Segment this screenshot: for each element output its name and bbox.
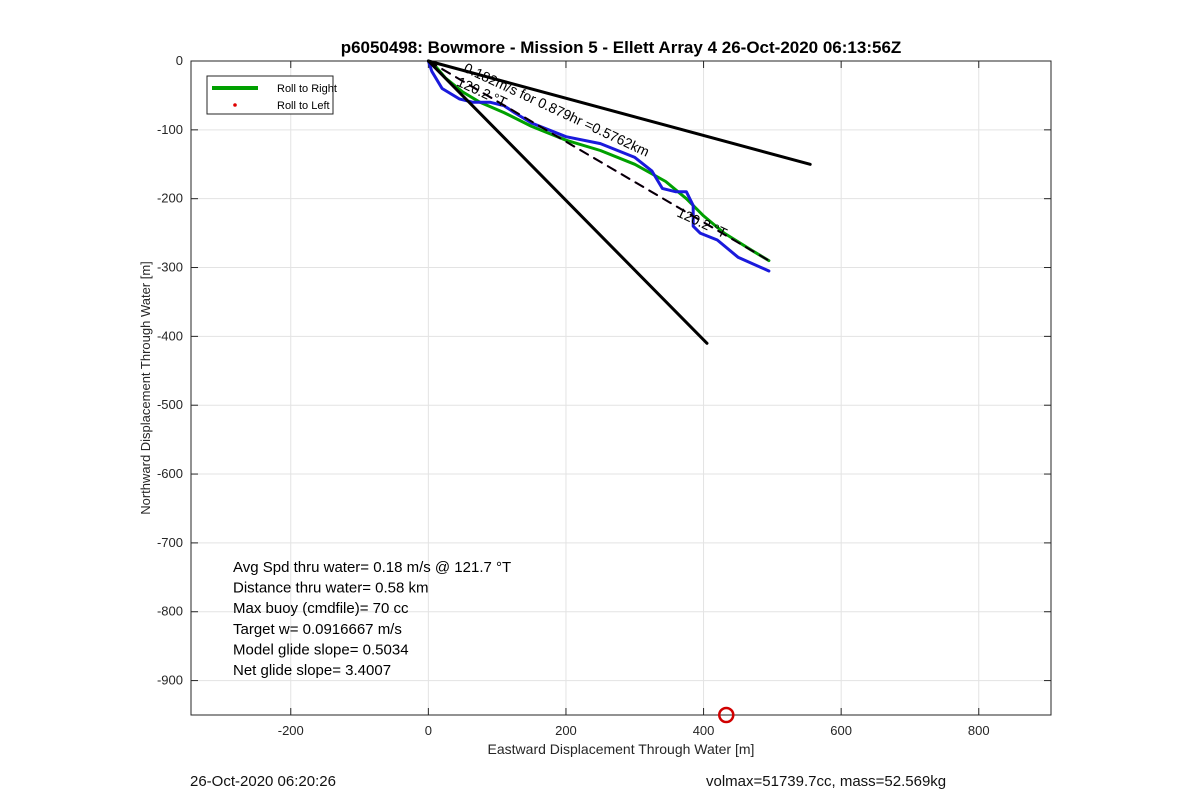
x-tick-label: 600: [830, 723, 852, 738]
chart-figure: -200 0 200 400 600 800 0 -100 -200 -300 -400 -500 -6…: [0, 0, 1200, 770]
legend: Roll to Right Roll to Left: [206, 75, 337, 115]
x-tick-label: 200: [555, 723, 577, 738]
stats-line: Avg Spd thru water= 0.18 m/s @ 121.7 °T: [233, 559, 511, 576]
series-line-3: [426, 59, 812, 166]
grid-lines: [191, 60, 1051, 715]
x-tick-label: 400: [693, 723, 715, 738]
plot-frame: [190, 60, 1052, 716]
position-marker: [718, 706, 735, 724]
stats-text-block: Avg Spd thru water= 0.18 m/s @ 121.7 °T D…: [233, 559, 511, 679]
y-tick-label: -200: [157, 191, 183, 206]
stats-line: Model glide slope= 0.5034: [233, 641, 409, 658]
y-tick-label: -900: [157, 673, 183, 688]
stats-line: Distance thru water= 0.58 km: [233, 580, 429, 597]
axis-ticks: -200 0 200 400 600 800 0 -100 -200 -300 -400 -500 -6…: [157, 53, 1051, 738]
footer-timestamp: 26-Oct-2020 06:20:26: [190, 773, 336, 790]
footer-summary: volmax=51739.7cc, mass=52.569kg: [706, 773, 947, 790]
series-line-4: [426, 59, 709, 345]
stats-line: Max buoy (cmdfile)= 70 cc: [233, 600, 409, 617]
stats-line: Net glide slope= 3.4007: [233, 662, 391, 679]
legend-entry-label: Roll to Left: [277, 100, 330, 112]
x-tick-label: -200: [278, 723, 304, 738]
y-tick-label: -700: [157, 535, 183, 550]
legend-dot-swatch: [233, 103, 237, 107]
stats-line: Target w= 0.0916667 m/s: [233, 621, 402, 638]
chart-title: p6050498: Bowmore - Mission 5 - Ellett A…: [341, 38, 902, 57]
y-tick-label: -400: [157, 328, 183, 343]
legend-entry-label: Roll to Right: [277, 83, 337, 95]
figure-background: [0, 0, 1200, 770]
y-tick-label: -800: [157, 604, 183, 619]
y-tick-label: 0: [176, 53, 183, 68]
x-tick-label: 800: [968, 723, 990, 738]
y-tick-label: -100: [157, 122, 183, 137]
series-line-5: [427, 60, 770, 262]
legend-box: [206, 75, 334, 115]
y-tick-label: -500: [157, 397, 183, 412]
marker-circle: [718, 706, 735, 724]
y-tick-label: -600: [157, 466, 183, 481]
y-tick-label: -300: [157, 260, 183, 275]
data-series: [426, 59, 812, 345]
x-axis-label: Eastward Displacement Through Water [m]: [488, 741, 755, 757]
y-axis-label: Northward Displacement Through Water [m]: [138, 261, 153, 515]
x-tick-label: 0: [425, 723, 432, 738]
